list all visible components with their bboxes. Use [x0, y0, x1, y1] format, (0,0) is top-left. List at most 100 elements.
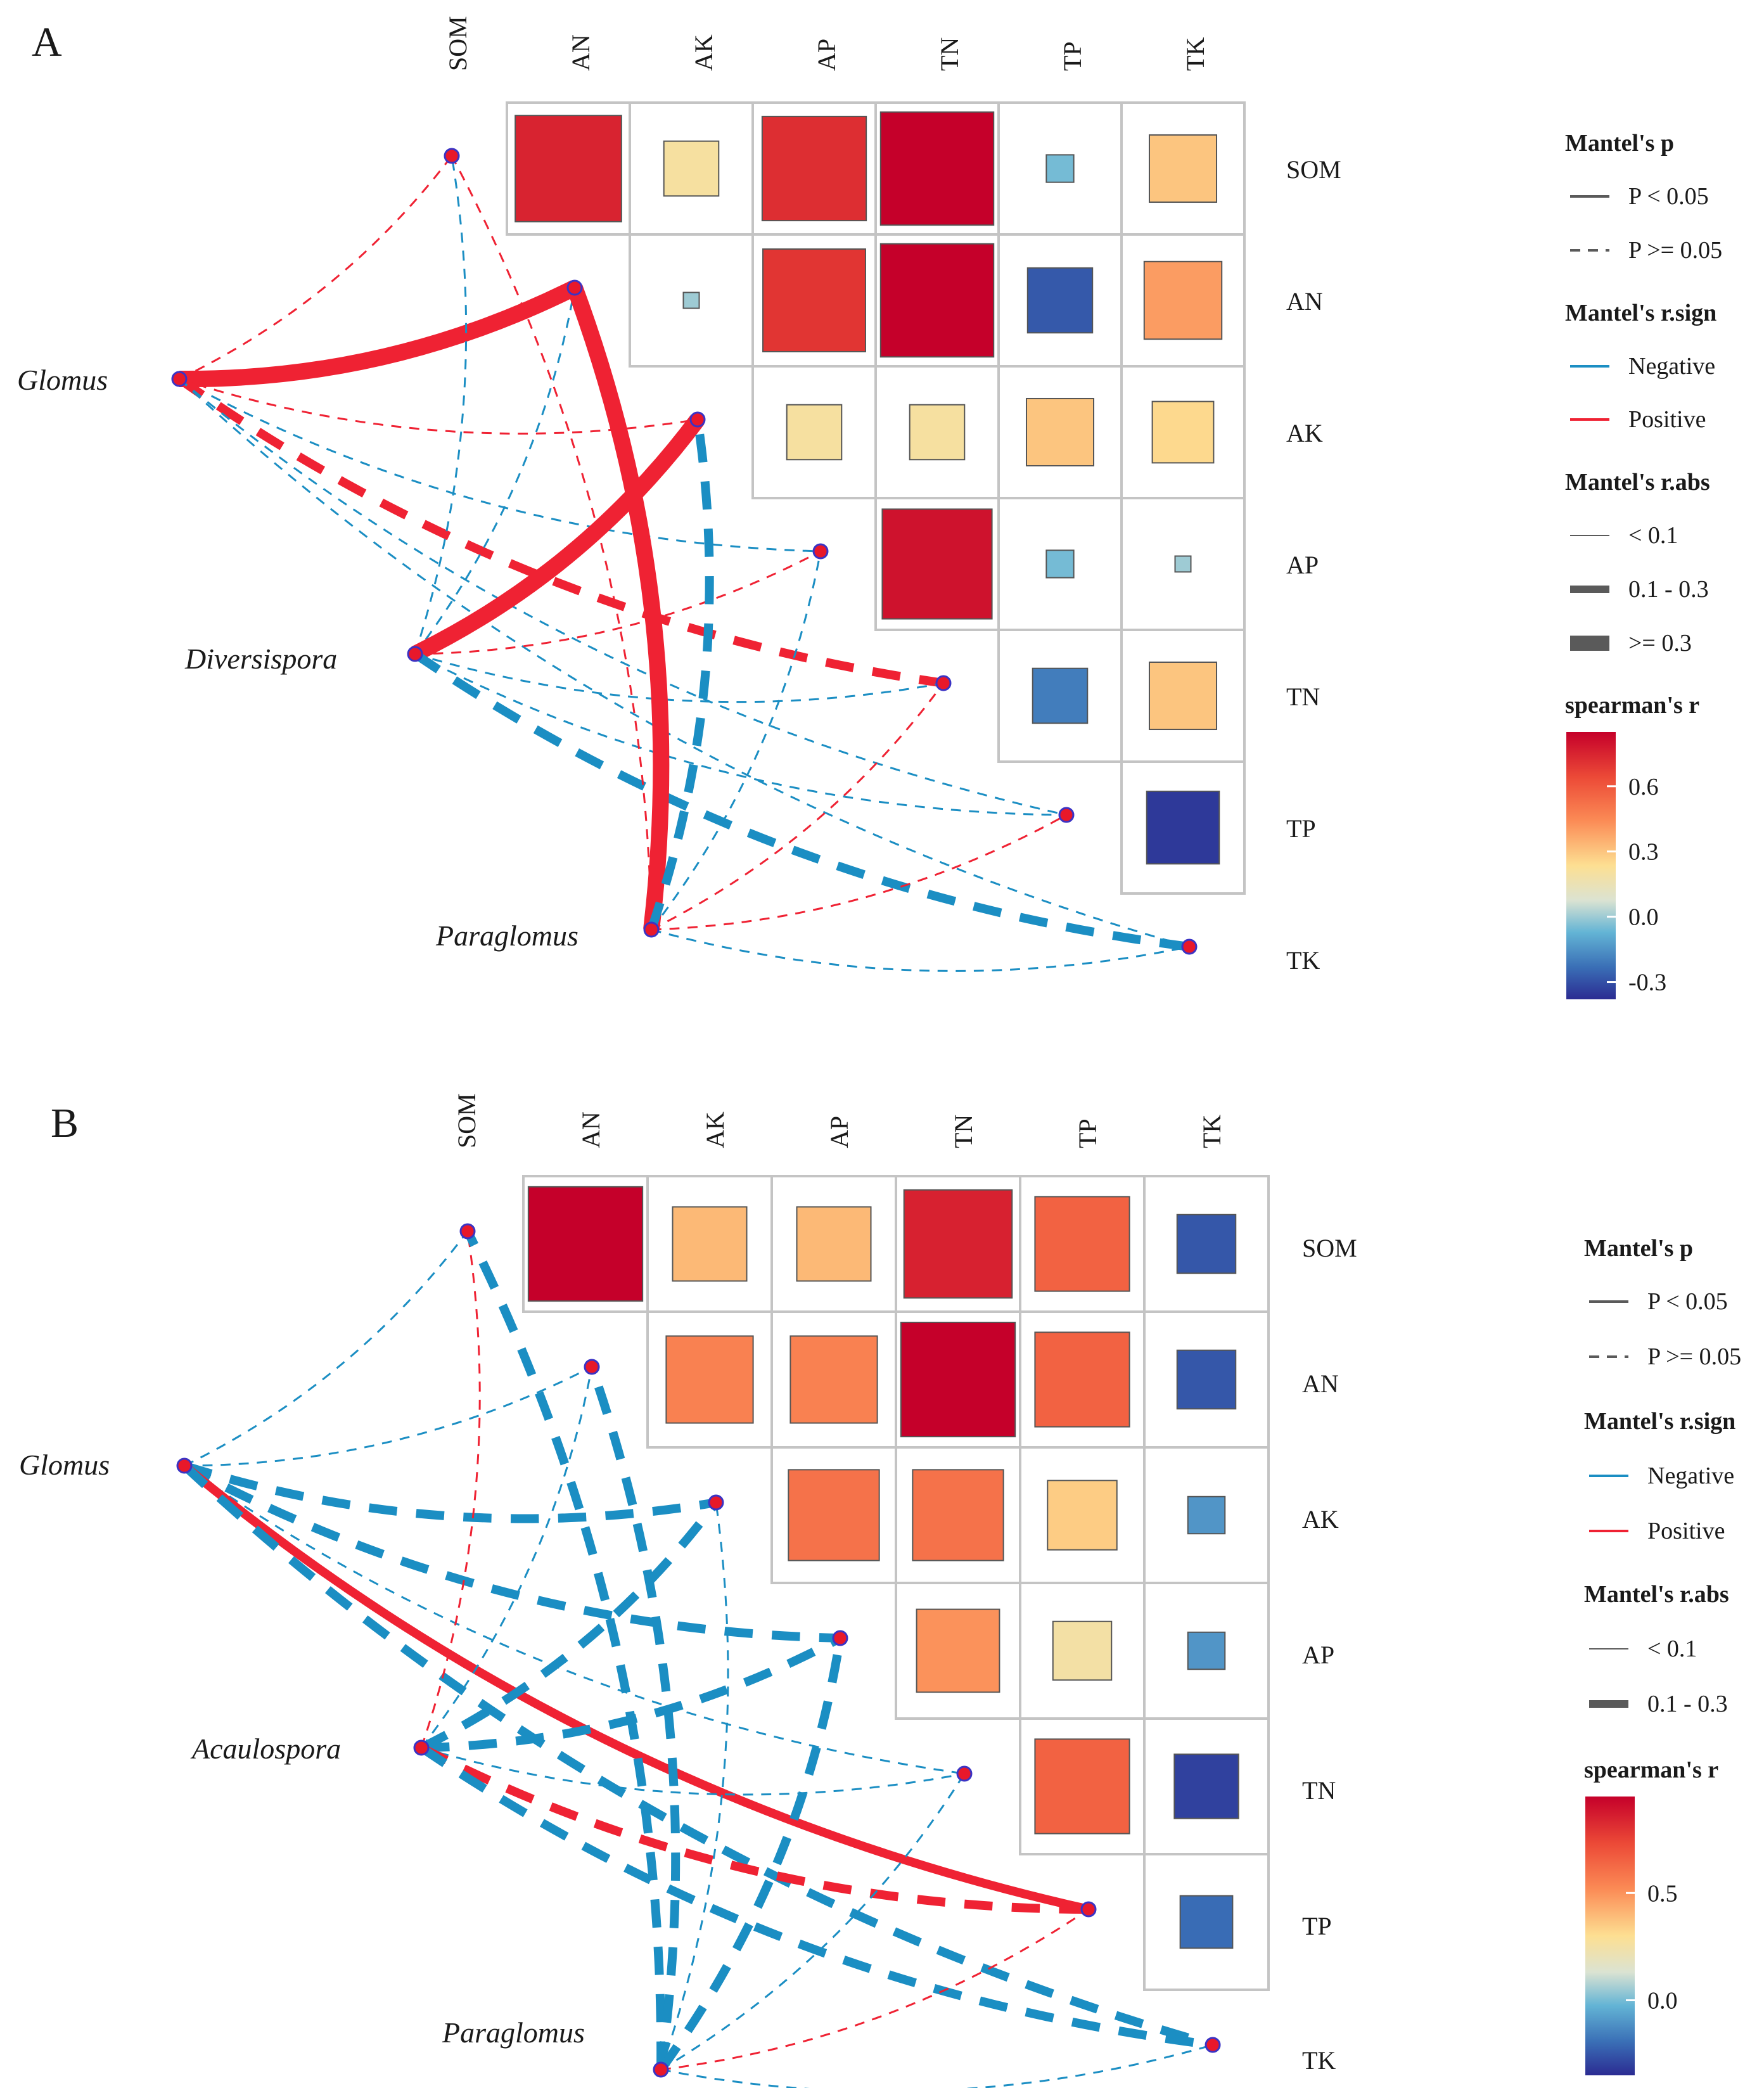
col-label: TP [1058, 41, 1087, 71]
panel-a: A SOM AN AK AP TN TP TK SOM AN AK AP TN … [17, 16, 1722, 999]
row-label: AN [1302, 1369, 1339, 1398]
legend-title: spearman's r [1584, 1757, 1718, 1783]
col-label: AN [566, 34, 595, 71]
mantel-link [419, 1744, 1213, 2049]
species-node [176, 1457, 193, 1474]
legend-label: P < 0.05 [1628, 183, 1709, 210]
mantel-link [587, 1365, 681, 2070]
row-label: SOM [1302, 1234, 1357, 1262]
mantel-link [451, 155, 653, 930]
mantel-link [650, 551, 822, 930]
col-label: SOM [444, 16, 472, 71]
variable-node [812, 543, 829, 560]
mantel-link [651, 814, 1067, 931]
variable-node [1058, 807, 1075, 823]
variable-node [935, 675, 952, 691]
variable-node [566, 279, 583, 296]
correlation-square [682, 291, 700, 309]
mantel-link [184, 1366, 592, 1467]
correlation-square [1148, 134, 1218, 203]
variable-node [1181, 938, 1198, 955]
panel-a-nodes [171, 148, 1198, 955]
legend-label: 0.1 - 0.3 [1647, 1691, 1728, 1717]
mantel-link [414, 287, 576, 655]
mantel-link [421, 1634, 843, 1752]
species-label: Glomus [17, 364, 108, 396]
correlation-square [879, 243, 995, 358]
mantel-link [179, 378, 1067, 816]
panel-b-colorbar-ticks: 0.5 0.0 [1626, 1880, 1678, 2014]
row-label: AN [1286, 287, 1323, 316]
correlation-square [788, 1469, 880, 1561]
panel-b: B SOM AN AK AP TN TP TK SOM AN AK AP TN … [19, 1093, 1741, 2088]
row-label: TP [1302, 1912, 1332, 1940]
correlation-square [1187, 1496, 1226, 1535]
correlation-square [900, 1321, 1016, 1438]
correlation-square [1052, 1620, 1113, 1681]
correlation-square [1034, 1196, 1130, 1292]
legend-title: Mantel's p [1584, 1235, 1693, 1262]
col-label: SOM [452, 1093, 481, 1148]
correlation-square [796, 1206, 872, 1282]
panel-b-letter: B [51, 1100, 79, 1146]
correlation-square [916, 1608, 1000, 1693]
mantel-link [182, 1461, 717, 1523]
legend-label: 0.1 - 0.3 [1628, 576, 1709, 603]
species-node [407, 646, 423, 662]
mantel-link [566, 285, 670, 931]
colorbar-tick-label: 0.3 [1628, 839, 1659, 866]
panel-b-species-labels: Glomus Acaulospora Paraglomus [19, 1449, 585, 2049]
col-label: TN [935, 37, 964, 71]
species-node [643, 921, 660, 938]
correlation-square [1151, 400, 1215, 464]
mantel-link [660, 1908, 1089, 2071]
correlation-square [786, 404, 843, 461]
correlation-square [1174, 555, 1192, 573]
legend-label: Positive [1628, 406, 1706, 433]
colorbar-tick-label: -0.3 [1628, 970, 1666, 996]
legend-label: P < 0.05 [1647, 1288, 1728, 1315]
correlation-square [912, 1469, 1004, 1561]
row-label: TP [1286, 814, 1316, 843]
mantel-link [414, 155, 468, 655]
correlation-square [1026, 267, 1094, 334]
mantel-link [660, 2044, 1213, 2088]
legend-title: Mantel's r.sign [1565, 300, 1716, 326]
species-label: Paraglomus [435, 919, 578, 952]
correlation-square [1146, 790, 1220, 865]
mantel-link [179, 280, 578, 388]
legend-label: Positive [1647, 1518, 1725, 1544]
legend-label: P >= 0.05 [1628, 237, 1722, 264]
legend-label: < 0.1 [1628, 522, 1678, 549]
mantel-link [463, 1229, 666, 2070]
legend-title: Mantel's r.sign [1584, 1408, 1735, 1435]
mantel-link [179, 378, 821, 553]
panel-a-row-labels: SOM AN AK AP TN TP TK [1286, 155, 1341, 975]
correlation-square [1176, 1349, 1237, 1410]
panel-a-mantel-links [176, 155, 1190, 972]
correlation-square [1047, 1480, 1118, 1551]
panel-a-heatmap-cells [506, 101, 1246, 895]
correlation-square [672, 1206, 748, 1282]
mantel-link [657, 1637, 845, 2073]
colorbar [1566, 732, 1616, 999]
row-label: TN [1302, 1776, 1336, 1805]
mantel-link [651, 682, 945, 931]
correlation-square [761, 115, 867, 222]
correlation-square [762, 248, 866, 352]
mantel-link [414, 653, 944, 703]
mantel-link [182, 1461, 841, 1643]
row-label: SOM [1286, 155, 1341, 184]
colorbar-tick-label: 0.5 [1647, 1880, 1678, 1907]
mantel-link [419, 1743, 1089, 1914]
mantel-link [184, 1231, 469, 1467]
row-label: AK [1302, 1505, 1339, 1534]
correlation-square [1045, 154, 1075, 183]
legend-label: >= 0.3 [1628, 630, 1692, 657]
correlation-square [1176, 1214, 1237, 1274]
panel-b-row-labels: SOM AN AK AP TN TP TK [1302, 1234, 1357, 2075]
col-label: TK [1198, 1115, 1226, 1148]
correlation-square [789, 1335, 878, 1424]
mantel-link [414, 550, 821, 655]
